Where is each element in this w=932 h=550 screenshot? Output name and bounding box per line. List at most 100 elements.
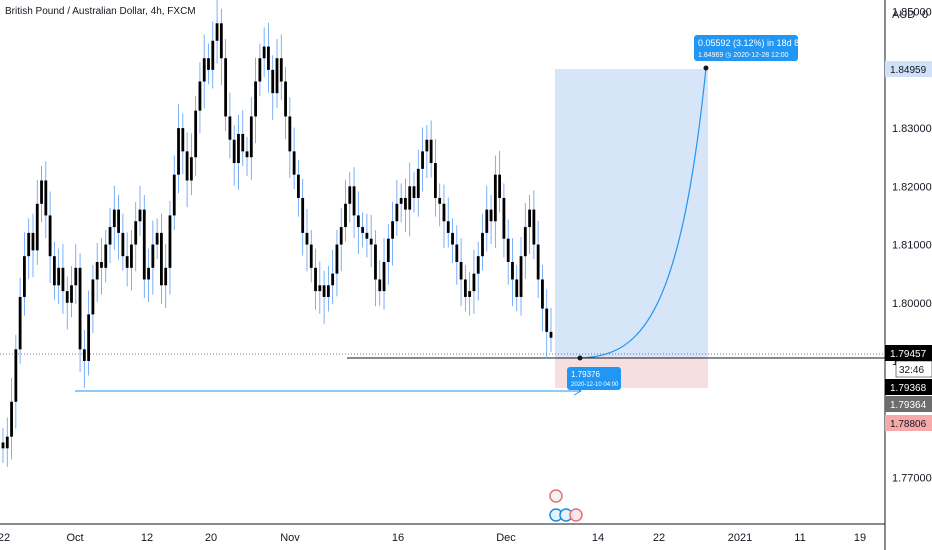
- event-icons[interactable]: [549, 489, 583, 522]
- candle-body: [185, 151, 189, 181]
- candle-body: [112, 209, 116, 228]
- candle-body: [121, 232, 125, 257]
- target-zone[interactable]: [555, 69, 708, 357]
- candle-body: [224, 58, 228, 117]
- candle-body: [147, 267, 150, 280]
- candle-body: [369, 238, 373, 245]
- candle-body: [219, 23, 223, 59]
- candle-body: [65, 291, 69, 303]
- candle-body: [541, 279, 544, 309]
- candle-body: [404, 197, 407, 210]
- flag-icon[interactable]: [549, 489, 563, 503]
- candle-body: [326, 285, 330, 297]
- time-tick-label: 20: [205, 532, 217, 544]
- candle-body: [297, 174, 300, 198]
- candle-body: [395, 203, 399, 222]
- candle-body: [57, 267, 61, 286]
- candle-body: [194, 110, 198, 158]
- candle-body: [434, 163, 437, 198]
- candle-body: [267, 46, 270, 70]
- lower-callout[interactable]: 1.79376 2020-12-10 04:00: [567, 367, 621, 390]
- candle-body: [305, 232, 309, 245]
- candle-body: [485, 209, 489, 233]
- candle-body: [391, 221, 394, 239]
- candle-body: [365, 232, 369, 239]
- time-tick-label: Oct: [66, 532, 83, 544]
- candle-body: [515, 279, 519, 297]
- time-tick-label: 16: [392, 532, 404, 544]
- candle-body: [172, 174, 176, 216]
- current-price-tag: 1.79457: [885, 345, 932, 361]
- candle-body: [309, 244, 313, 268]
- candle-body: [386, 238, 390, 262]
- candle-body: [382, 262, 386, 292]
- candle-body: [14, 349, 18, 402]
- candle-body: [352, 186, 356, 216]
- time-tick-label: 22: [653, 532, 665, 544]
- candle-body: [215, 23, 219, 41]
- candle-body: [335, 244, 339, 274]
- candle-body: [511, 262, 514, 280]
- time-tick-label: 2021: [728, 532, 752, 544]
- lower-callout-line1: 1.79376: [571, 370, 600, 379]
- candle-body: [446, 221, 450, 233]
- candle-body: [288, 116, 292, 152]
- candle-body: [160, 232, 163, 286]
- candle-body: [40, 180, 43, 204]
- chart-title: British Pound / Australian Dollar, 4h, F…: [5, 6, 196, 17]
- candle-body: [536, 244, 540, 280]
- candle-body: [61, 267, 65, 292]
- candle-body: [211, 40, 215, 70]
- candle-body: [502, 197, 506, 239]
- candle-body: [532, 209, 536, 245]
- candle-body: [519, 256, 523, 297]
- candle-body: [241, 133, 245, 152]
- time-tick-label: Nov: [280, 532, 300, 544]
- candle-body: [70, 285, 73, 303]
- candle-body: [318, 285, 322, 292]
- price-tick-label: 1.77000: [892, 472, 932, 484]
- candle-body: [254, 81, 257, 117]
- candle-body: [284, 81, 287, 117]
- price-tick-label: 1.85000: [892, 7, 932, 19]
- price-tick-label: 1.82000: [892, 181, 932, 193]
- candle-body: [301, 197, 305, 233]
- candle-body: [489, 209, 493, 222]
- stop-price-label: 1.78806: [890, 419, 927, 430]
- candle-body: [27, 232, 31, 257]
- candle-body: [23, 256, 26, 297]
- candle-body: [322, 285, 326, 297]
- candle-body: [31, 232, 35, 251]
- candle-body: [506, 238, 510, 262]
- countdown-label: 32:46: [899, 365, 924, 376]
- candle-body: [48, 215, 52, 257]
- candle-body: [425, 139, 429, 152]
- projection-curve[interactable]: [579, 67, 707, 359]
- time-tick-label: 14: [592, 532, 604, 544]
- upper-callout[interactable]: 0.05592 (3.12%) in 18d 8h 1.84969 ◷ 2020…: [694, 35, 804, 61]
- candle-body: [348, 186, 352, 204]
- candle-body: [168, 215, 172, 268]
- time-axis[interactable]: 22 Oct 12 20 Nov 16 Dec 14 22 2021 11 19: [0, 532, 866, 544]
- candle-body: [399, 197, 403, 204]
- candle-body: [412, 186, 416, 198]
- candle-body: [545, 308, 549, 332]
- candle-body: [10, 401, 13, 437]
- target-price-tag: 1.84959: [885, 61, 932, 77]
- upper-callout-line2: 1.84969 ◷ 2020-12-28 12:00: [698, 52, 789, 59]
- candle-body: [151, 244, 155, 268]
- projection-end-point[interactable]: [703, 65, 709, 71]
- candle-body: [91, 279, 95, 315]
- candle-body: [207, 58, 210, 70]
- candle-body: [549, 331, 553, 338]
- candle-body: [232, 139, 236, 164]
- price-axis[interactable]: 1.770001.780001.790001.800001.810001.820…: [892, 7, 932, 485]
- candle-body: [463, 279, 467, 297]
- candle-body: [44, 180, 48, 216]
- candle-body: [189, 157, 193, 181]
- currency-label: AUD: [892, 9, 915, 21]
- candle-body: [117, 209, 120, 233]
- flag-icon[interactable]: [569, 508, 583, 522]
- price-tag-1: 1.79368: [885, 379, 932, 395]
